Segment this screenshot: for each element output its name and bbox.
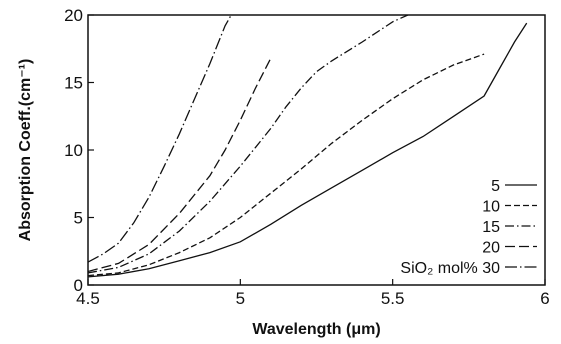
x-tick-label: 4.5	[76, 289, 100, 308]
legend-label-10: 10	[482, 199, 500, 216]
y-axis-label: Absorption Coeff.(cm⁻¹)	[17, 59, 34, 242]
legend-label-15: 15	[482, 219, 500, 236]
series-layer	[88, 15, 528, 278]
legend-label-5: 5	[491, 178, 500, 195]
series-line-15	[88, 15, 409, 274]
x-tick-label: 5.5	[381, 289, 405, 308]
y-tick-label: 0	[74, 276, 83, 295]
legend: 5 10 15 20 SiO₂ mol% 30	[400, 178, 537, 277]
plot-frame	[87, 14, 546, 286]
tick-layer: 4.5 5 5.5 6 0 5 10 15 20	[64, 6, 550, 308]
series-line-10	[88, 53, 485, 277]
series-line-5	[88, 22, 528, 278]
series-line-30	[88, 15, 232, 263]
legend-label-30: SiO₂ mol% 30	[400, 260, 500, 277]
x-axis-label: Wavelength (μm)	[252, 321, 380, 338]
y-tick-label: 10	[64, 141, 83, 160]
x-tick-label: 5	[236, 289, 245, 308]
y-tick-label: 15	[64, 74, 83, 93]
legend-label-20: 20	[482, 240, 500, 257]
x-tick-label: 6	[540, 289, 549, 308]
y-tick-label: 5	[74, 209, 83, 228]
y-tick-label: 20	[64, 6, 83, 25]
series-line-20	[88, 57, 272, 273]
